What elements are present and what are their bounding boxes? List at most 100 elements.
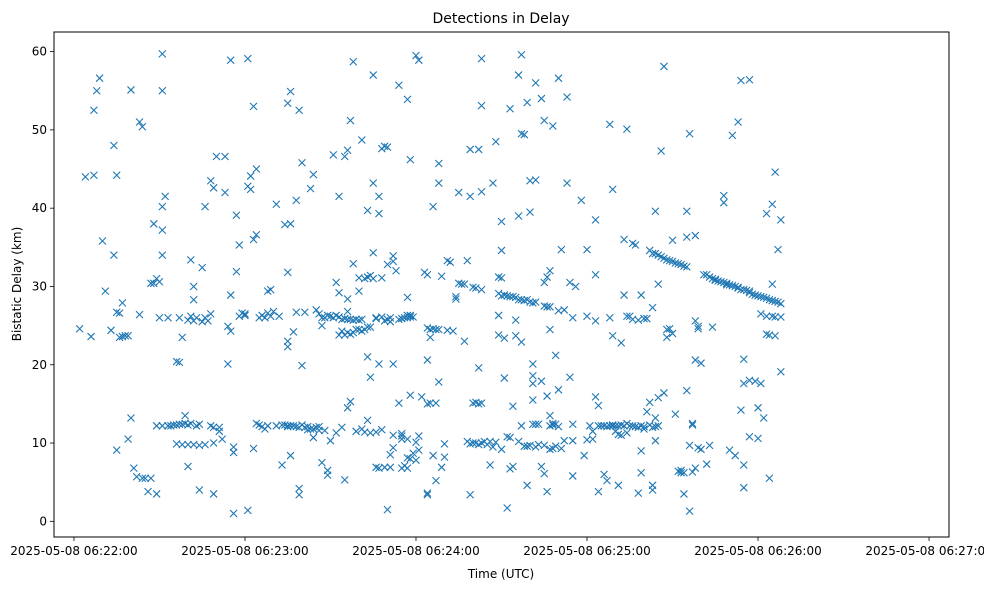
data-point-marker bbox=[423, 489, 432, 498]
data-point-marker bbox=[423, 356, 432, 364]
data-point-marker bbox=[249, 444, 258, 453]
data-point-marker bbox=[363, 206, 372, 215]
data-point-marker bbox=[184, 462, 192, 471]
data-point-marker bbox=[517, 50, 526, 59]
data-point-marker bbox=[526, 441, 534, 450]
data-point-marker bbox=[397, 432, 406, 440]
data-point-marker bbox=[528, 360, 537, 368]
data-point-marker bbox=[774, 245, 782, 254]
data-point-marker bbox=[471, 284, 480, 292]
data-point-marker bbox=[369, 274, 378, 283]
data-point-marker bbox=[756, 292, 765, 301]
data-point-marker bbox=[566, 278, 574, 287]
data-point-marker bbox=[369, 248, 378, 257]
data-point-marker bbox=[286, 87, 295, 96]
data-point-marker bbox=[583, 312, 591, 321]
data-point-marker bbox=[660, 62, 668, 71]
plot-frame bbox=[53, 31, 950, 538]
data-point-marker bbox=[520, 130, 529, 139]
plot-area bbox=[54, 32, 949, 537]
data-point-marker bbox=[189, 295, 198, 304]
data-point-marker bbox=[739, 379, 748, 388]
data-point-marker bbox=[320, 426, 329, 435]
data-point-marker bbox=[671, 410, 680, 418]
data-point-marker bbox=[614, 430, 623, 439]
data-point-marker bbox=[511, 316, 520, 325]
data-point-marker bbox=[395, 399, 403, 408]
data-point-marker bbox=[343, 295, 352, 303]
data-point-marker bbox=[147, 279, 155, 288]
data-point-marker bbox=[614, 481, 623, 490]
data-point-marker bbox=[546, 302, 554, 311]
data-point-marker bbox=[98, 237, 107, 245]
data-point-marker bbox=[634, 316, 643, 325]
data-point-marker bbox=[662, 255, 671, 264]
data-point-marker bbox=[528, 299, 537, 307]
data-point-marker bbox=[343, 403, 352, 412]
data-point-marker bbox=[155, 277, 164, 286]
data-point-marker bbox=[665, 324, 674, 333]
data-point-marker bbox=[588, 435, 597, 444]
data-point-marker bbox=[497, 445, 506, 454]
data-point-marker bbox=[600, 421, 608, 430]
data-point-marker bbox=[509, 402, 517, 411]
data-point-marker bbox=[406, 391, 415, 400]
data-point-marker bbox=[283, 342, 292, 351]
data-point-marker bbox=[269, 307, 278, 316]
data-point-marker bbox=[651, 422, 660, 431]
data-point-marker bbox=[708, 323, 717, 332]
data-point-marker bbox=[548, 419, 557, 428]
data-point-marker bbox=[577, 196, 586, 205]
data-point-marker bbox=[412, 456, 420, 465]
data-point-marker bbox=[229, 443, 238, 451]
data-point-marker bbox=[514, 71, 523, 79]
data-point-marker bbox=[178, 440, 187, 449]
data-point-marker bbox=[651, 414, 660, 422]
data-point-marker bbox=[375, 209, 383, 218]
data-point-marker bbox=[263, 421, 272, 430]
data-point-marker bbox=[198, 263, 207, 272]
data-point-marker bbox=[731, 451, 740, 460]
data-point-marker bbox=[446, 258, 455, 267]
data-point-marker bbox=[765, 474, 774, 483]
data-point-marker bbox=[591, 270, 600, 279]
data-point-marker bbox=[377, 313, 386, 321]
data-point-marker bbox=[124, 435, 132, 444]
data-point-marker bbox=[283, 268, 292, 277]
data-point-marker bbox=[466, 145, 475, 154]
data-point-marker bbox=[292, 196, 301, 205]
data-point-marker bbox=[101, 287, 110, 296]
data-point-marker bbox=[628, 421, 637, 430]
data-point-marker bbox=[278, 461, 286, 469]
data-point-marker bbox=[343, 307, 352, 316]
data-point-marker bbox=[246, 172, 255, 180]
data-point-marker bbox=[463, 256, 472, 265]
data-point-marker bbox=[283, 337, 292, 346]
data-point-marker bbox=[654, 421, 663, 430]
data-point-marker bbox=[129, 464, 138, 472]
data-point-marker bbox=[206, 176, 215, 185]
data-point-marker bbox=[323, 471, 332, 480]
data-point-marker bbox=[266, 312, 275, 321]
data-point-marker bbox=[497, 291, 506, 300]
data-point-marker bbox=[528, 396, 537, 404]
data-point-marker bbox=[600, 470, 608, 479]
data-point-marker bbox=[172, 357, 181, 366]
x-tick-label: 2025-05-08 06:24:00 bbox=[352, 544, 479, 558]
data-point-marker bbox=[144, 487, 152, 496]
data-point-marker bbox=[209, 423, 218, 432]
data-point-marker bbox=[363, 416, 372, 425]
data-point-marker bbox=[546, 325, 554, 334]
data-point-marker bbox=[403, 293, 412, 302]
x-tick-label: 2025-05-08 06:22:00 bbox=[10, 544, 137, 558]
data-point-marker bbox=[697, 445, 705, 454]
data-point-marker bbox=[528, 379, 537, 388]
data-point-marker bbox=[112, 446, 121, 454]
data-point-marker bbox=[175, 358, 184, 367]
data-point-marker bbox=[728, 131, 737, 140]
data-point-marker bbox=[640, 422, 648, 431]
data-point-marker bbox=[440, 453, 449, 462]
data-point-marker bbox=[548, 421, 557, 429]
data-point-marker bbox=[765, 295, 774, 304]
data-point-marker bbox=[141, 474, 150, 483]
